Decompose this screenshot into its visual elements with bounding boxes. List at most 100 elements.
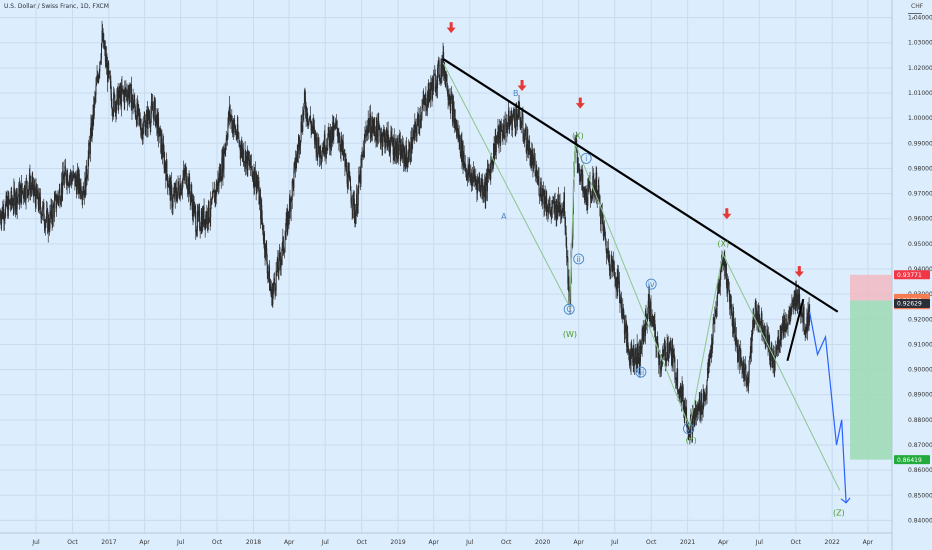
candle-body xyxy=(788,310,790,317)
candle-body xyxy=(2,207,4,218)
candle-body xyxy=(75,175,77,182)
candle-body xyxy=(371,119,373,127)
candle-body xyxy=(658,358,660,366)
candle-body xyxy=(328,127,330,134)
candle-body xyxy=(290,199,292,212)
candle-body xyxy=(689,418,691,438)
x-tick-label: 2022 xyxy=(825,539,840,546)
candle-body xyxy=(586,189,588,204)
candle-body xyxy=(445,71,447,82)
candle-body xyxy=(676,368,678,386)
candle-body xyxy=(765,343,767,345)
candle-body xyxy=(97,78,99,82)
candle-body xyxy=(313,125,315,127)
wave-label: (W) xyxy=(563,330,577,339)
candle-body xyxy=(315,131,317,139)
candle-body xyxy=(745,365,747,377)
candle-body xyxy=(758,305,760,328)
candle-body xyxy=(144,120,146,121)
candle-body xyxy=(709,350,711,358)
candle-body xyxy=(270,285,272,291)
candle-body xyxy=(286,213,288,232)
candle-body xyxy=(409,159,411,161)
candle-body xyxy=(38,194,40,210)
candle-body xyxy=(213,190,215,192)
candle-body xyxy=(363,150,365,158)
candle-body xyxy=(168,185,170,188)
candle-body xyxy=(327,127,329,138)
candle-body xyxy=(85,165,87,196)
candle-body xyxy=(265,243,267,258)
candle-body xyxy=(330,143,332,150)
candle-body xyxy=(759,323,761,327)
candle-body xyxy=(205,215,207,228)
candle-body xyxy=(544,190,546,208)
candle-body xyxy=(649,315,651,321)
candle-body xyxy=(165,160,167,181)
candle-body xyxy=(464,164,466,170)
candle-body xyxy=(117,87,119,91)
candle-body xyxy=(439,78,441,80)
candle-body xyxy=(684,405,686,415)
candle-body xyxy=(283,251,285,253)
candle-body xyxy=(442,57,444,70)
candle-body xyxy=(174,190,176,200)
candle-body xyxy=(577,163,579,165)
candle-body xyxy=(326,147,328,151)
candle-body xyxy=(575,139,577,141)
candle-body xyxy=(553,201,555,213)
candle-body xyxy=(750,337,752,353)
wave-label-circle xyxy=(635,366,647,378)
candle-body xyxy=(301,121,303,131)
candle-body xyxy=(651,322,653,323)
candle-body xyxy=(148,109,150,119)
candle-body xyxy=(157,113,159,119)
candle-body xyxy=(645,310,647,319)
candle-body xyxy=(223,148,225,170)
candle-body xyxy=(634,352,636,364)
candle-body xyxy=(456,127,458,130)
candle-body xyxy=(626,332,628,347)
red-arrow-head xyxy=(794,271,804,278)
chevron-up-icon[interactable]: ⌃ xyxy=(910,16,917,25)
candle-body xyxy=(327,137,329,151)
candle-body xyxy=(551,201,553,209)
candle-body xyxy=(176,191,178,202)
candle-body xyxy=(310,122,312,131)
candle-body xyxy=(250,155,252,169)
candle-body xyxy=(663,352,665,356)
candle-body xyxy=(734,322,736,332)
candle-body xyxy=(66,173,68,185)
candle-body xyxy=(749,356,751,361)
candle-body xyxy=(226,138,228,139)
candle-body xyxy=(318,152,320,158)
candle-body xyxy=(147,110,149,129)
candle-body xyxy=(758,305,760,317)
candle-body xyxy=(667,354,669,359)
candle-body xyxy=(469,175,471,178)
candle-body xyxy=(627,345,629,350)
candle-body xyxy=(738,349,740,359)
candle-body xyxy=(537,176,539,178)
candle-body xyxy=(128,87,130,101)
candle-body xyxy=(349,178,351,191)
candle-body xyxy=(677,368,679,392)
candle-body xyxy=(440,64,442,78)
candle-body xyxy=(512,115,514,119)
candle-body xyxy=(746,380,748,385)
candle-body xyxy=(404,153,406,159)
candle-body xyxy=(142,132,144,140)
candle-body xyxy=(806,316,808,331)
x-tick-label: Apr xyxy=(139,539,150,546)
candle-body xyxy=(48,228,50,230)
candle-body xyxy=(419,114,421,130)
candle-body xyxy=(103,47,105,48)
candle-body xyxy=(296,153,298,155)
candle-body xyxy=(751,327,753,336)
candle-body xyxy=(673,352,675,355)
candle-body xyxy=(160,128,162,153)
candle-body xyxy=(56,196,58,205)
candle-body xyxy=(395,141,397,146)
candle-body xyxy=(241,144,243,157)
